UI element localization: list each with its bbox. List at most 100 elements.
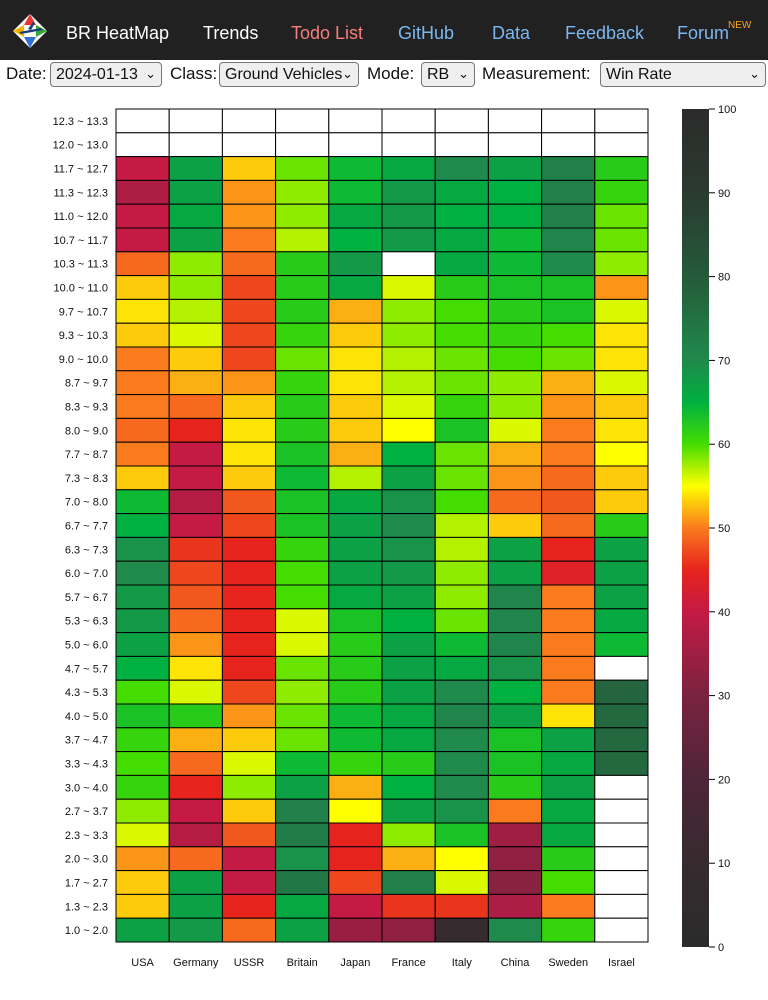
y-tick-label: 1.3 ~ 2.3 [65,901,108,913]
heatmap-cell [381,822,436,848]
nav-feedback[interactable]: Feedback [565,23,645,43]
heatmap-cell [115,608,170,634]
heatmap-cell [168,608,223,634]
heatmap-cell [434,132,489,158]
heatmap-cell [487,108,543,134]
nav-github[interactable]: GitHub [398,23,455,43]
heatmap-cell [328,441,383,467]
heatmap-cell [221,727,277,753]
heatmap-cell [275,513,330,538]
class-value: Ground Vehicles [225,66,343,83]
heatmap-cell [328,275,383,300]
brand-link[interactable]: BR HeatMap [66,23,170,43]
colorbar-tick-label: 90 [718,188,730,200]
date-select[interactable]: 2024-01-13 ⌄ [50,62,162,87]
heatmap-cell [221,346,277,372]
heatmap-cell [275,251,330,277]
heatmap-cell [221,536,277,562]
nav-data[interactable]: Data [492,23,531,43]
heatmap-cell [434,108,489,134]
colorbar-ticks: 0 10 20 30 40 50 60 70 80 90 100 [709,104,736,954]
y-tick-label: 10.7 ~ 11.7 [53,235,108,247]
heatmap-cell [221,370,277,396]
y-tick-label: 11.3 ~ 12.3 [53,187,108,199]
heatmap-cell [381,179,436,205]
y-tick-label: 9.0 ~ 10.0 [59,354,108,366]
heatmap-cell [275,703,330,729]
heatmap-cell [434,394,489,419]
heatmap-cell [381,560,436,586]
heatmap-chart: 12.3 ~ 13.3 12.0 ~ 13.0 11.7 ~ 12.7 11.3 ~ … [53,104,737,969]
nav-todo-list[interactable]: Todo List [291,23,364,43]
colorbar-tick-label: 40 [718,607,730,619]
heatmap-cell [328,798,383,824]
heatmap-cell [115,394,170,419]
heatmap-cell [275,465,330,491]
heatmap-cell [541,251,596,277]
heatmap-cell [594,632,649,657]
heatmap-cell [381,465,436,491]
heatmap-cell [541,632,596,657]
mode-label: Mode: [367,64,415,83]
heatmap-cell [434,727,489,753]
heatmap-cell [541,560,596,586]
heatmap-cell [594,703,649,729]
heatmap-cell [328,132,383,158]
heatmap-cell [381,322,436,348]
heatmap-cell [168,751,223,776]
nav-trends[interactable]: Trends [203,23,259,43]
heatmap-cell [275,893,330,919]
heatmap-cell [381,846,436,872]
heatmap-cell [115,227,170,253]
heatmap-cell [434,489,489,515]
heatmap-cell [434,417,489,443]
heatmap-cell [487,893,543,919]
logo-icon[interactable] [12,13,48,49]
heatmap-cell [328,251,383,277]
heatmap-cell [434,774,489,800]
x-tick-label: France [391,957,425,969]
y-tick-label: 10.0 ~ 11.0 [53,283,108,295]
heatmap-cell [168,513,223,538]
heatmap-cell [328,322,383,348]
heatmap-cell [434,917,489,943]
heatmap-cell [381,489,436,515]
y-tick-label: 7.0 ~ 8.0 [65,497,108,509]
heatmap-cell [328,703,383,729]
heatmap-cell [434,275,489,300]
x-tick-label: China [501,957,531,969]
heatmap-cell [275,322,330,348]
heatmap-cell [275,679,330,705]
x-tick-label: USSR [234,957,265,969]
class-select[interactable]: Ground Vehicles ⌄ [219,62,359,87]
heatmap-cell [221,132,277,158]
heatmap-cell [594,655,649,681]
heatmap-cell [487,322,543,348]
heatmap-cell [275,536,330,562]
heatmap-cell [434,536,489,562]
mode-select[interactable]: RB ⌄ [421,62,475,87]
heatmap-cell [594,870,649,895]
heatmap-cell [221,846,277,872]
measurement-select[interactable]: Win Rate ⌄ [600,62,766,87]
heatmap-cell [487,584,543,610]
heatmap-cell [328,370,383,396]
heatmap-cell [115,346,170,372]
heatmap-cell [381,703,436,729]
heatmap-cell [541,417,596,443]
heatmap-cell [168,298,223,324]
heatmap-cell [221,441,277,467]
heatmap-cell [168,846,223,872]
colorbar-tick-label: 80 [718,272,730,284]
heatmap-cell [487,655,543,681]
heatmap-cell [541,703,596,729]
heatmap-cell [221,108,277,134]
heatmap-cell [168,275,223,300]
nav-forum[interactable]: Forum [677,23,730,43]
heatmap-cell [275,370,330,396]
heatmap-cell [275,584,330,610]
navbar: BR HeatMap Trends Todo List GitHub Data … [0,0,768,60]
heatmap-cell [541,608,596,634]
heatmap-cell [275,846,330,872]
heatmap-cell [487,203,543,229]
